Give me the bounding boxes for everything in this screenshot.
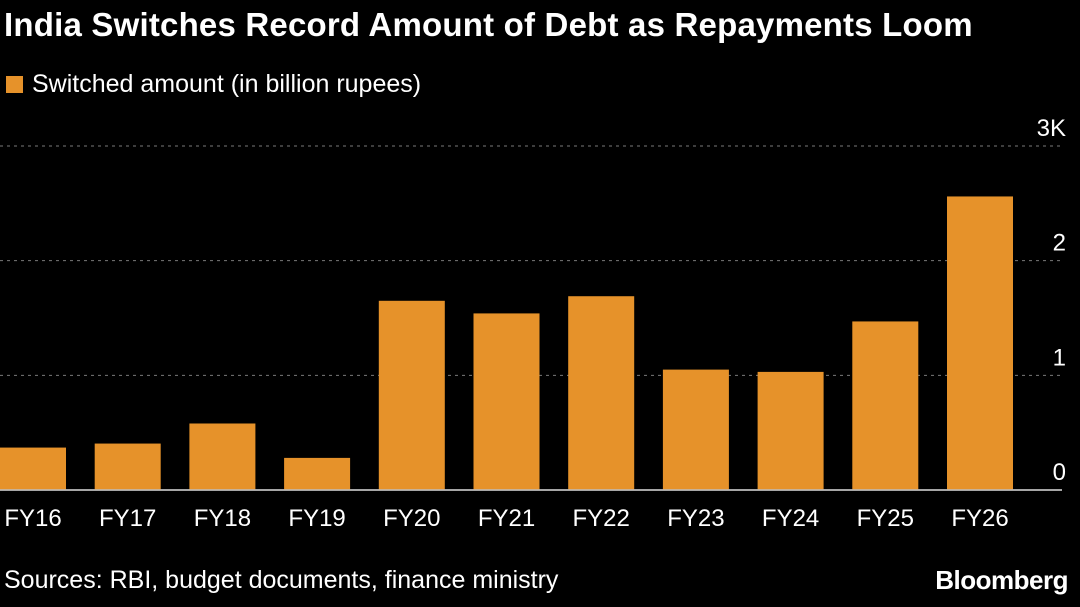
bar-fy22 <box>568 296 635 490</box>
legend: Switched amount (in billion rupees) <box>6 70 421 99</box>
bar-fy20 <box>378 300 445 490</box>
y-tick-label: 2 <box>1053 230 1066 257</box>
x-tick-label: FY20 <box>383 505 440 532</box>
chart-title: India Switches Record Amount of Debt as … <box>4 6 973 43</box>
bar-fy18 <box>189 423 256 490</box>
source-note: Sources: RBI, budget documents, finance … <box>4 566 559 594</box>
bar-fy24 <box>757 371 824 490</box>
bar-fy21 <box>473 313 540 490</box>
legend-label: Switched amount (in billion rupees) <box>32 70 422 98</box>
y-tick-label: 1 <box>1053 344 1066 371</box>
legend-swatch <box>6 76 23 93</box>
bar-fy16 <box>0 447 66 490</box>
x-tick-label: FY22 <box>573 505 630 532</box>
x-tick-label: FY18 <box>194 505 251 532</box>
bar-fy17 <box>94 443 161 490</box>
brand-logo: Bloomberg <box>935 565 1068 595</box>
x-tick-label: FY19 <box>288 505 345 532</box>
y-tick-label: 3K <box>1037 115 1066 142</box>
bar-fy23 <box>662 369 729 490</box>
x-tick-label: FY26 <box>951 505 1008 532</box>
x-tick-label: FY24 <box>762 505 819 532</box>
x-tick-label: FY25 <box>857 505 914 532</box>
bar-chart: 0 1 2 3K FY16 FY17 FY18 FY19 FY20 FY21 FY22 FY23 FY2… <box>0 115 1066 532</box>
bar-fy19 <box>284 457 351 490</box>
bar-fy25 <box>852 321 919 490</box>
x-tick-label: FY21 <box>478 505 535 532</box>
y-tick-label: 0 <box>1053 459 1066 486</box>
x-tick-label: FY16 <box>4 505 61 532</box>
x-tick-label: FY17 <box>99 505 156 532</box>
x-tick-label: FY23 <box>667 505 724 532</box>
bar-fy26 <box>947 196 1013 490</box>
